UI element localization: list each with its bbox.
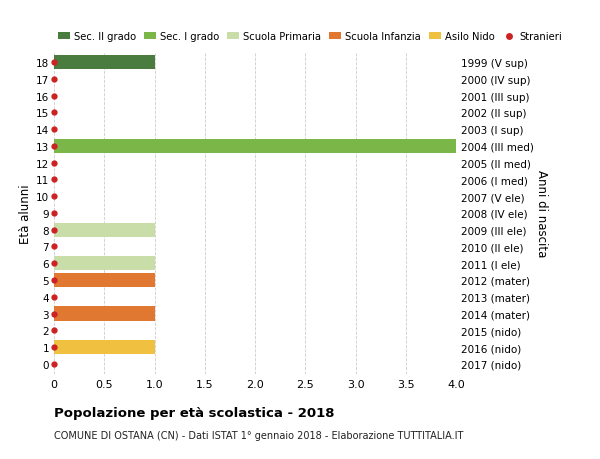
Bar — [54, 257, 155, 271]
Y-axis label: Età alunni: Età alunni — [19, 184, 32, 243]
Legend: Sec. II grado, Sec. I grado, Scuola Primaria, Scuola Infanzia, Asilo Nido, Stran: Sec. II grado, Sec. I grado, Scuola Prim… — [54, 28, 566, 46]
Bar — [54, 56, 155, 70]
Bar — [54, 273, 155, 287]
Bar — [54, 223, 155, 237]
Text: Popolazione per età scolastica - 2018: Popolazione per età scolastica - 2018 — [54, 406, 335, 419]
Text: COMUNE DI OSTANA (CN) - Dati ISTAT 1° gennaio 2018 - Elaborazione TUTTITALIA.IT: COMUNE DI OSTANA (CN) - Dati ISTAT 1° ge… — [54, 431, 463, 441]
Bar — [54, 307, 155, 321]
Y-axis label: Anni di nascita: Anni di nascita — [535, 170, 548, 257]
Bar — [54, 140, 456, 154]
Bar — [54, 340, 155, 354]
